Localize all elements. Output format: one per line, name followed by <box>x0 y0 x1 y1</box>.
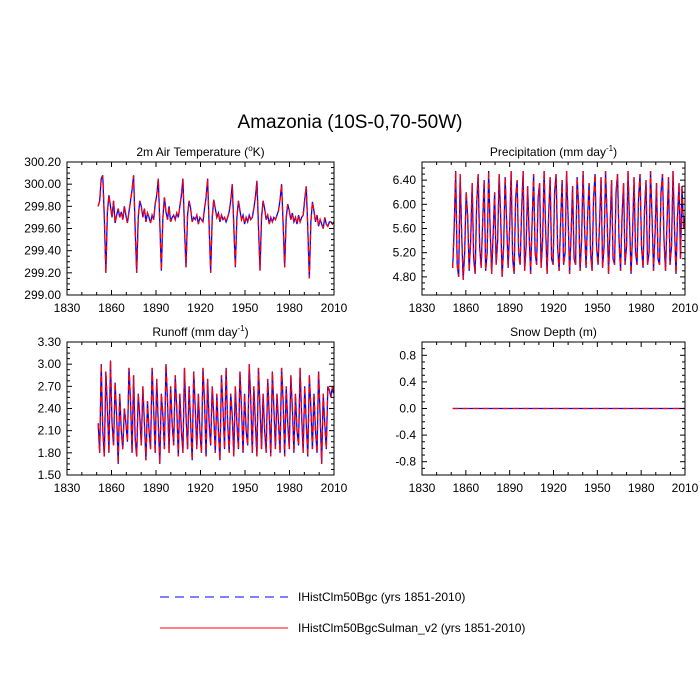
panel-snow-depth: Snow Depth (m) 1830 1860 1890 1920 1950 1980 20… <box>395 325 698 495</box>
figure-title: Amazonia (10S-0,70-50W) <box>238 112 463 133</box>
x-tick-label: 2010 <box>321 481 348 495</box>
panel-title-snow-depth: Snow Depth (m) <box>510 325 597 339</box>
x-tick-label: 1830 <box>54 481 81 495</box>
x-tick-label: 1890 <box>496 481 523 495</box>
x-tick-label: 1950 <box>584 301 611 315</box>
x-tick-label: 1920 <box>187 481 214 495</box>
panel-title-air-temperature: 2m Air Temperature (oK) <box>136 144 264 159</box>
x-tick-label: 1980 <box>276 481 303 495</box>
x-tick-label: 1890 <box>496 301 523 315</box>
panel-title-text: Snow Depth (m) <box>510 325 597 339</box>
x-tick-label: 1980 <box>628 301 655 315</box>
x-tick-label: 1890 <box>143 481 170 495</box>
y-tick-label: 0.0 <box>399 402 416 416</box>
x-tick-label: 1950 <box>232 481 259 495</box>
y-tick-label: 2.40 <box>38 402 62 416</box>
y-tick-label: 1.80 <box>38 446 62 460</box>
x-tick-label: 2010 <box>672 301 699 315</box>
series-line-ihistclm50bgcsulman-v2 <box>452 171 685 280</box>
y-tick-label: 299.00 <box>24 288 61 302</box>
x-tick-label: 1950 <box>584 481 611 495</box>
x-tick-label: 2010 <box>672 481 699 495</box>
x-tick-label: 1890 <box>143 301 170 315</box>
panel-title-end: ) <box>245 325 249 339</box>
y-tick-label: 299.40 <box>24 244 61 258</box>
series-line-ihistclm50bgcsulman-v2 <box>97 175 334 279</box>
panel-air-temperature: 2m Air Temperature (oK) 1830 1860 1890 1920 1… <box>24 144 347 315</box>
y-tick-label: 6.40 <box>393 173 417 187</box>
panel-title-text: Precipitation (mm day <box>490 145 606 159</box>
y-tick-label: 5.60 <box>393 222 417 236</box>
x-tick-label: 1860 <box>98 301 125 315</box>
x-tick-label: 1950 <box>232 301 259 315</box>
legend: IHistClm50Bgc (yrs 1851-2010) IHistClm50… <box>160 590 525 635</box>
x-tick-label: 1830 <box>409 301 436 315</box>
y-tick-label: 3.30 <box>38 335 62 349</box>
panel-title-superscript: -1 <box>606 144 614 153</box>
panel-precipitation: Precipitation (mm day-1) 1830 1860 1890 1920… <box>393 144 699 315</box>
x-tick-label: 1980 <box>628 481 655 495</box>
y-tick-label: 299.60 <box>24 222 61 236</box>
panel-title-text: 2m Air Temperature ( <box>136 145 248 159</box>
x-tick-label: 1920 <box>540 301 567 315</box>
y-tick-label: 2.70 <box>38 379 62 393</box>
y-tick-label: 6.00 <box>393 197 417 211</box>
x-tick-label: 2010 <box>321 301 348 315</box>
panel-title-superscript: -1 <box>238 324 246 333</box>
y-tick-label: 2.10 <box>38 424 62 438</box>
y-tick-label: 0.8 <box>399 348 416 362</box>
x-tick-label: 1920 <box>540 481 567 495</box>
x-tick-label: 1830 <box>409 481 436 495</box>
panel-title-end: ) <box>613 145 617 159</box>
panel-title-runoff: Runoff (mm day-1) <box>152 324 248 339</box>
x-tick-label: 1860 <box>452 481 479 495</box>
panel-title-superscript: o <box>248 144 253 153</box>
panel-title-text: Runoff (mm day <box>152 325 237 339</box>
y-tick-label: 4.80 <box>393 270 417 284</box>
x-tick-label: 1860 <box>98 481 125 495</box>
y-tick-label: 5.20 <box>393 246 417 260</box>
y-tick-label: 1.50 <box>38 468 62 482</box>
panels-container: 2m Air Temperature (oK) 1830 1860 1890 1920 1… <box>24 144 698 495</box>
legend-label-ihistclm50bgcsulman-v2: IHistClm50BgcSulman_v2 (yrs 1851-2010) <box>298 621 525 635</box>
x-tick-label: 1980 <box>276 301 303 315</box>
y-tick-label: 300.00 <box>24 177 61 191</box>
series-line-ihistclm50bgc <box>97 175 334 279</box>
y-tick-label: 299.20 <box>24 266 61 280</box>
y-tick-label: 300.20 <box>24 155 61 169</box>
series-line-ihistclm50bgcsulman-v2 <box>97 360 334 464</box>
panel-title-end: K) <box>253 145 265 159</box>
y-tick-label: -0.4 <box>395 428 416 442</box>
panel-title-precipitation: Precipitation (mm day-1) <box>490 144 617 159</box>
x-tick-label: 1920 <box>187 301 214 315</box>
y-tick-label: -0.8 <box>395 455 416 469</box>
legend-label-ihistclm50bgc: IHistClm50Bgc (yrs 1851-2010) <box>298 590 465 604</box>
panel-runoff: Runoff (mm day-1) 1830 1860 1890 1920 1950 198… <box>38 324 348 495</box>
y-tick-label: 3.00 <box>38 357 62 371</box>
x-tick-label: 1860 <box>452 301 479 315</box>
y-tick-label: 0.4 <box>399 375 416 389</box>
y-tick-label: 299.80 <box>24 199 61 213</box>
x-tick-label: 1830 <box>54 301 81 315</box>
